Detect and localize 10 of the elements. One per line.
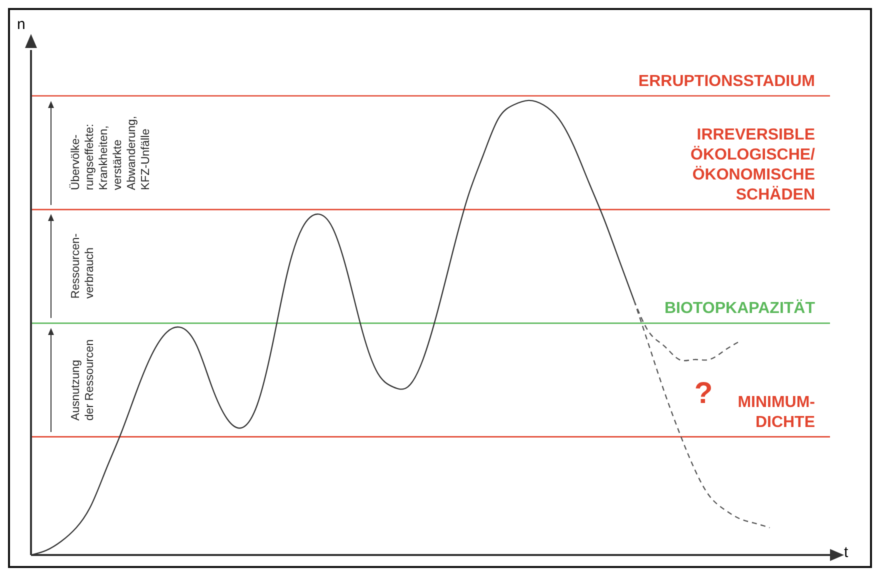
ref-line-label: IRREVERSIBLE ÖKOLOGISCHE/ ÖKONOMISCHE SCHÄDEN (690, 126, 816, 204)
ref-line-label: BIOTOPKAPAZITÄT (664, 299, 816, 318)
ref-line-label: ERRUPTIONSSTADIUM (638, 72, 815, 90)
annotation: Ausnutzung der Ressourcen (69, 339, 97, 421)
x-axis-title: t (844, 544, 848, 561)
annotation: ? (694, 377, 713, 412)
annotation: Übervölke- rungseffekte: Krankheiten, verstärkte Abwanderung, KFZ-Unfälle (69, 116, 153, 190)
y-axis-title: n (17, 16, 26, 33)
ref-line-label: MINIMUM- DICHTE (738, 394, 816, 431)
annotation: Ressourcen- verbrauch (69, 234, 97, 299)
